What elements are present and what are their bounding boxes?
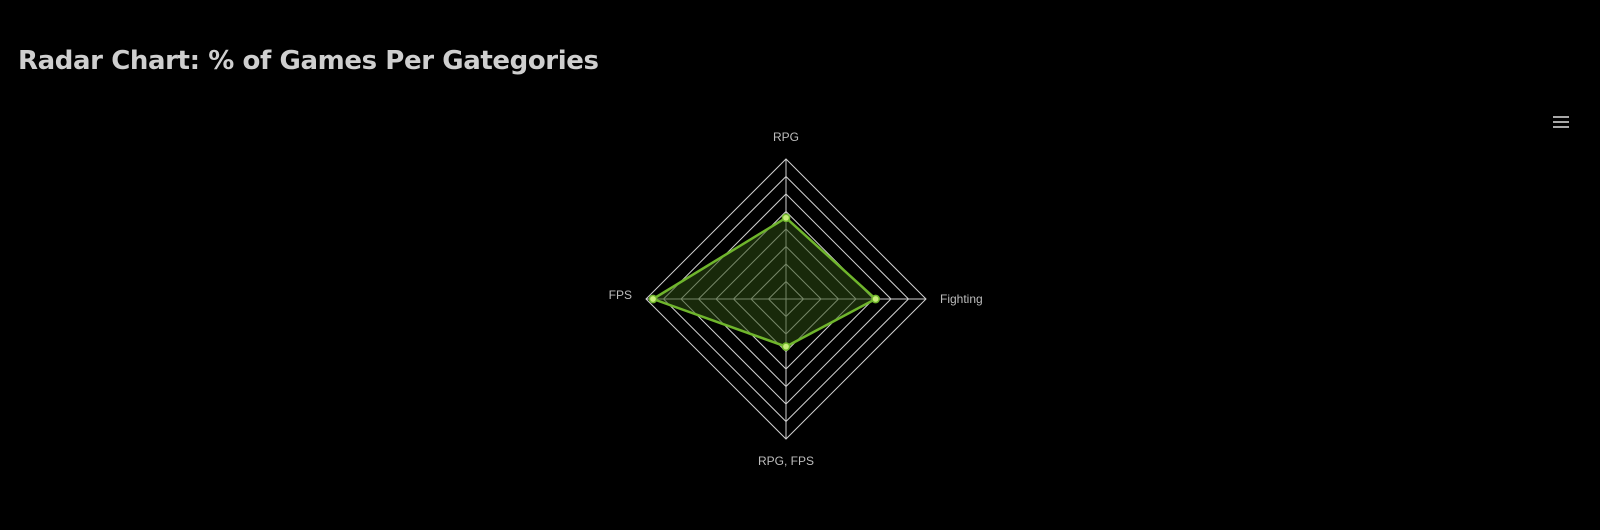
series-area	[650, 216, 878, 348]
axis-label: RPG, FPS	[758, 454, 814, 468]
hamburger-menu-icon[interactable]	[1550, 112, 1572, 132]
data-point-marker[interactable]	[781, 213, 791, 223]
data-point-marker[interactable]	[648, 294, 658, 304]
axis-label: Fighting	[940, 292, 983, 306]
axis-labels: RPG Fighting RPG, FPS FPS	[609, 130, 983, 468]
radar-series-layer	[648, 213, 880, 351]
axis-label: FPS	[609, 288, 632, 302]
menu-line	[1553, 126, 1569, 128]
data-point-marker[interactable]	[871, 294, 880, 304]
chart-title: Radar Chart: % of Games Per Gategories	[18, 46, 599, 76]
menu-line	[1553, 116, 1569, 118]
menu-line	[1553, 121, 1569, 123]
data-point-marker[interactable]	[781, 342, 791, 351]
axis-label: RPG	[773, 130, 799, 144]
